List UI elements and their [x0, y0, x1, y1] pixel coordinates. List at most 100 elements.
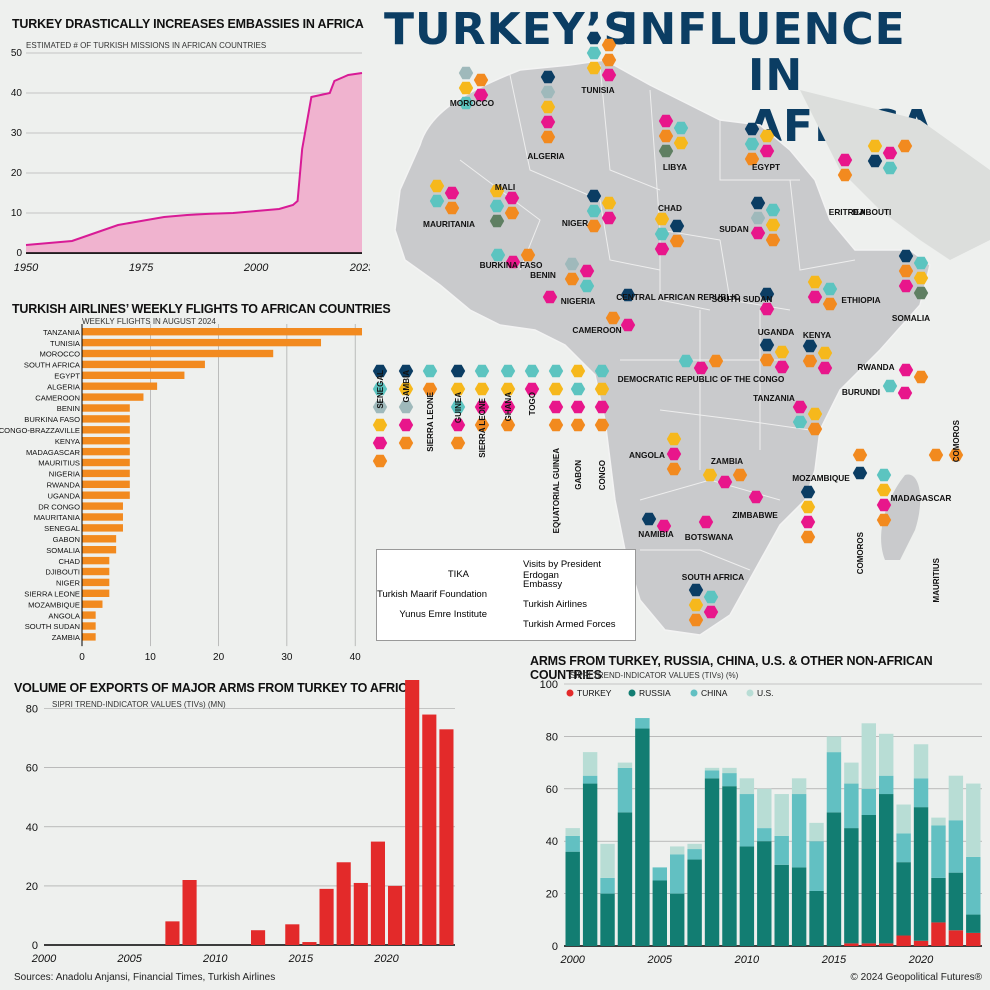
- arms-legend-label: RUSSIA: [639, 688, 671, 698]
- exports-bar: [319, 888, 334, 945]
- embassy-ytick-label: 50: [11, 48, 23, 59]
- arms-bar-segment: [600, 843, 615, 878]
- arms-bar-segment: [861, 788, 876, 815]
- flights-bar: [82, 447, 130, 456]
- exports-xtick-label: 2005: [116, 953, 142, 965]
- flights-category-label: SOUTH AFRICA: [24, 361, 81, 370]
- arms-bar-segment: [582, 783, 598, 946]
- flights-bar: [82, 338, 322, 347]
- exports-ytick-label: 80: [26, 704, 38, 716]
- flights-xtick-label: 40: [350, 652, 362, 660]
- arms-bar-segment: [809, 890, 824, 946]
- embassy-ytick-label: 30: [11, 128, 23, 139]
- flights-category-label: CONGO-BRAZZAVILLE: [0, 426, 80, 435]
- arms-bar-segment: [565, 851, 580, 946]
- arms-bar-segment: [861, 815, 876, 944]
- arabia-land: [800, 90, 990, 260]
- arms-bar-segment: [966, 914, 981, 933]
- arms-bar-segment: [791, 794, 807, 868]
- arms-bar-segment: [687, 843, 702, 850]
- flights-category-label: DR CONGO: [38, 502, 80, 511]
- arms-bar-segment: [687, 859, 702, 946]
- arms-bar-segment: [670, 854, 685, 894]
- arms-bar-segment: [826, 752, 842, 813]
- flights-category-label: BURKINA FASO: [24, 415, 80, 424]
- exports-ytick-label: 20: [26, 881, 38, 893]
- exports-bar: [182, 880, 197, 945]
- arms-ytick-label: 100: [540, 679, 558, 691]
- embassy-xtick-label: 2023: [349, 262, 370, 274]
- arms-bar-segment: [757, 828, 772, 842]
- arms-bar-segment: [687, 849, 702, 860]
- flights-category-label: BENIN: [57, 404, 80, 413]
- embassy-xtick-label: 1975: [129, 262, 154, 274]
- arms-legend-label: CHINA: [701, 688, 728, 698]
- flights-category-label: RWANDA: [47, 481, 81, 490]
- flights-xtick-label: 20: [213, 652, 225, 660]
- arms-bar-segment: [896, 804, 911, 834]
- arms-bar-segment: [844, 783, 859, 829]
- exports-bar: [422, 714, 437, 945]
- exports-bar: [439, 729, 454, 945]
- arms-bar-segment: [948, 872, 964, 931]
- exports-bar: [370, 841, 385, 945]
- flights-category-label: SOMALIA: [46, 546, 81, 555]
- arms-bar-segment: [826, 812, 842, 946]
- embassy-ytick-label: 0: [16, 248, 22, 259]
- arms-bar-segment: [931, 877, 946, 923]
- embassy-ytick-label: 40: [11, 88, 23, 99]
- arms-legend-swatch: [566, 689, 574, 697]
- flights-bar: [82, 371, 185, 379]
- flights-category-label: UGANDA: [48, 491, 81, 500]
- flights-category-label: DJIBOUTI: [45, 568, 80, 577]
- arms-bar-segment: [913, 744, 929, 779]
- arms-bar-segment: [774, 864, 789, 946]
- exports-chart-subtitle: SIPRI TREND-INDICATOR VALUES (TIVs) (MN): [52, 700, 226, 709]
- flights-bar: [82, 404, 130, 412]
- exports-bar: [336, 862, 351, 945]
- arms-bar-segment: [704, 767, 720, 771]
- arms-bar-segment: [757, 841, 772, 946]
- flights-chart: 0 10 20 30 40 TANZANIA TUNISIA MOROCCO SOUTH AFR…: [0, 324, 362, 660]
- embassy-ytick-label: 20: [11, 168, 23, 179]
- exports-bar: [251, 930, 266, 945]
- arms-bar-segment: [896, 862, 911, 936]
- flights-category-label: CHAD: [58, 557, 80, 566]
- flights-bar: [82, 535, 117, 543]
- arms-bar-segment: [774, 835, 789, 865]
- arms-bar-segment: [617, 812, 633, 946]
- flights-bar: [82, 480, 130, 488]
- flights-bar: [82, 382, 158, 390]
- legend-erdogan-label: Visits by President Erdogan: [523, 559, 601, 581]
- flights-bar: [82, 393, 144, 401]
- exports-xtick-label: 2010: [202, 953, 228, 965]
- flights-category-label: SENEGAL: [44, 524, 80, 533]
- arms-bar-segment: [879, 733, 894, 776]
- arms-bar-segment: [931, 922, 946, 946]
- title-word-influence: INFLUENCE: [622, 4, 906, 55]
- flights-bar: [82, 556, 110, 565]
- arms-bar-segment: [565, 828, 580, 836]
- flights-xtick-label: 30: [281, 652, 293, 660]
- flights-category-label: MAURITANIA: [34, 513, 81, 522]
- arms-bar-segment: [582, 775, 598, 784]
- embassy-xtick-label: 2000: [243, 262, 269, 274]
- flights-category-label: ANGOLA: [48, 611, 81, 620]
- arms-bar-segment: [931, 817, 946, 826]
- flights-bar: [82, 600, 103, 608]
- arms-bar-segment: [635, 728, 650, 946]
- arms-bar-segment: [704, 770, 720, 779]
- arms-bar-segment: [670, 893, 685, 946]
- flights-category-label: TUNISIA: [50, 339, 81, 348]
- arms-bar-segment: [809, 822, 824, 842]
- flights-bar: [82, 546, 117, 554]
- exports-chart-title: VOLUME OF EXPORTS OF MAJOR ARMS FROM TUR…: [14, 681, 416, 695]
- legend-airlines-label: Turkish Airlines: [523, 599, 588, 610]
- arms-legend-swatch: [690, 689, 698, 697]
- flights-category-label: KENYA: [55, 437, 81, 446]
- arms-bar-segment: [722, 786, 737, 946]
- exports-ytick-label: 0: [32, 940, 38, 952]
- flights-category-label: ZAMBIA: [52, 633, 81, 642]
- flights-category-label: SOUTH SUDAN: [25, 622, 80, 631]
- flights-chart-title: TURKISH AIRLINES’ WEEKLY FLIGHTS TO AFRI…: [12, 302, 391, 316]
